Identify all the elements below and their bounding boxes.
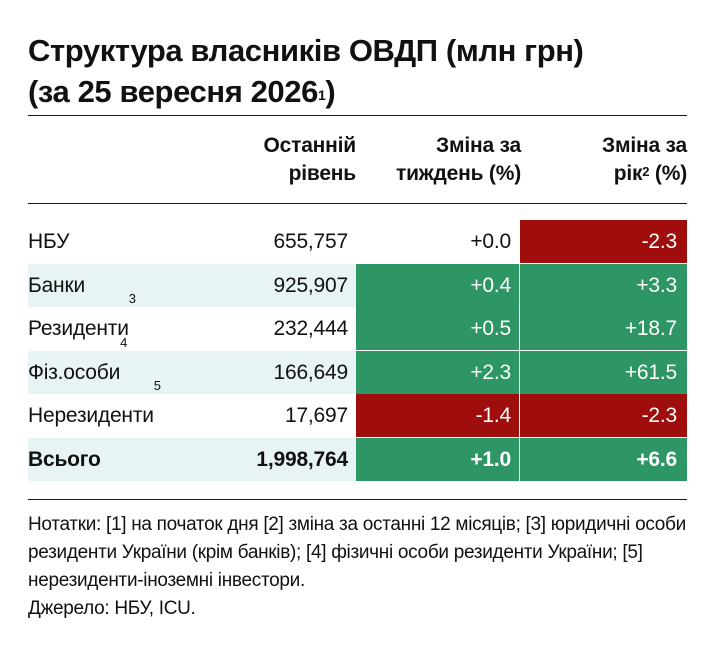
chart-title: Структура власників ОВДП (млн грн) (за 2… — [28, 30, 698, 112]
header-year-line-2: рік2 (%) — [525, 160, 688, 188]
row-label-text: Резиденти — [28, 317, 129, 340]
row-footnote-marker: 3 — [128, 291, 136, 306]
level-value: 925,907 — [273, 273, 348, 297]
bottom-rule — [28, 499, 687, 500]
week-change-cell: -1.4 — [356, 394, 519, 437]
row-label: Всього — [28, 438, 268, 481]
header-year-footnote-marker: 2 — [642, 164, 650, 179]
title-line-1: Структура власників ОВДП (млн грн) — [28, 33, 584, 68]
row-label: Нерезиденти 5 — [28, 379, 268, 437]
level-value: 166,649 — [273, 360, 348, 384]
header-year-line-1: Зміна за — [602, 134, 687, 157]
row-label-text: НБУ — [28, 230, 70, 253]
table-row: Фіз.особи 4 166,649 +2.3 +61.5 — [28, 336, 687, 394]
table-row: НБУ 655,757 +0.0 -2.3 — [28, 220, 687, 263]
year-change-cell: -2.3 — [520, 220, 687, 263]
row-label: Резиденти 3 — [28, 292, 268, 350]
week-change-cell: +1.0 — [356, 437, 519, 481]
title-footnote-marker: 1 — [317, 87, 326, 103]
header-week: Зміна за тиждень (%) — [360, 132, 521, 188]
header-rule — [28, 203, 687, 204]
top-rule — [28, 115, 687, 116]
title-line-2-end: ) — [325, 74, 336, 109]
table-row: Всього 1,998,764 +1.0 +6.6 — [28, 437, 687, 481]
year-change-cell: +18.7 — [520, 307, 687, 350]
title-line-2-text: (за 25 вересня 2026 — [28, 74, 318, 109]
row-footnote-marker: 4 — [120, 334, 128, 350]
row-label-text: Всього — [28, 447, 101, 471]
week-change-cell: +0.5 — [356, 307, 519, 350]
source-text: Джерело: НБУ, ICU. — [28, 598, 196, 619]
table-row: Нерезиденти 5 17,697 -1.4 -2.3 — [28, 379, 687, 437]
notes-text: Нотатки: [1] на початок дня [2] зміна за… — [28, 514, 686, 591]
year-change-cell: +3.3 — [520, 263, 687, 307]
header-level: Останній рівень — [228, 132, 357, 188]
header-year-text: рік — [613, 162, 643, 185]
notes: Нотатки: [1] на початок дня [2] зміна за… — [28, 511, 693, 623]
header-week-line-2: тиждень (%) — [396, 162, 521, 185]
row-label: НБУ — [28, 220, 268, 263]
header-week-line-1: Зміна за — [436, 134, 521, 157]
title-line-2: (за 25 вересня 20261) — [28, 71, 698, 112]
header-level-line-1: Останній — [263, 134, 357, 157]
year-change-cell: +61.5 — [520, 350, 687, 394]
week-change-cell: +2.3 — [356, 350, 519, 394]
year-change-cell: -2.3 — [520, 394, 687, 437]
year-change-cell: +6.6 — [520, 437, 687, 481]
week-change-cell: +0.4 — [356, 263, 519, 307]
level-value: 1,998,764 — [256, 447, 348, 471]
table-row: Банки 925,907 +0.4 +3.3 — [28, 263, 687, 307]
row-label-text: Нерезиденти — [28, 404, 154, 427]
level-value: 655,757 — [273, 230, 348, 253]
row-label-text: Банки — [28, 273, 85, 297]
row-label-text: Фіз.особи — [28, 360, 121, 384]
week-change-cell: +0.0 — [470, 230, 511, 253]
header-year-unit: (%) — [649, 162, 687, 185]
table-row: Резиденти 3 232,444 +0.5 +18.7 — [28, 292, 687, 350]
level-value: 232,444 — [273, 317, 348, 340]
header-year: Зміна за рік2 (%) — [525, 132, 687, 188]
row-label: Банки — [28, 264, 268, 307]
level-value: 17,697 — [284, 404, 348, 427]
header-level-line-2: рівень — [288, 162, 357, 185]
row-footnote-marker: 5 — [153, 378, 161, 393]
row-label: Фіз.особи 4 — [28, 336, 268, 394]
